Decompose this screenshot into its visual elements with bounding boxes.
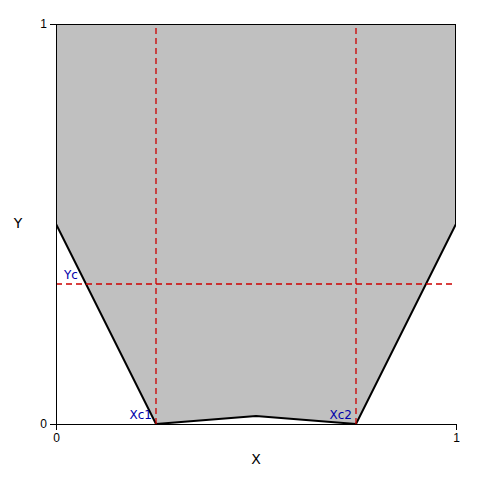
y-axis-title: Y: [13, 215, 23, 231]
tick: 1: [453, 424, 460, 445]
annotation: Xc1: [130, 408, 152, 422]
tick-mark: [50, 424, 56, 425]
x-axis: 01: [53, 424, 460, 445]
annotation: Xc2: [330, 408, 352, 422]
tick-label: 1: [40, 17, 47, 31]
reference-line: [56, 283, 456, 284]
tick-mark: [456, 424, 457, 430]
tick: 0: [40, 417, 56, 431]
annotations: Yc Xc1 Xc2: [63, 268, 352, 422]
annotation: Yc: [63, 268, 78, 282]
reference-line: [155, 24, 156, 424]
reference-line: [355, 24, 356, 424]
axis-line: [57, 425, 457, 431]
plot-area: [56, 24, 456, 424]
tick: 1: [40, 17, 56, 31]
tick-mark: [50, 24, 56, 25]
x-axis-title: X: [251, 451, 261, 467]
tick-label: 0: [40, 417, 47, 431]
y-axis: 01: [40, 17, 56, 431]
tick-label: 1: [453, 431, 460, 445]
chart: 0101XYYcXc1Xc2: [0, 0, 480, 480]
tick-label: 0: [53, 431, 60, 445]
polygon: [56, 24, 456, 424]
axis-line: [50, 25, 57, 425]
tick: 0: [53, 424, 60, 445]
